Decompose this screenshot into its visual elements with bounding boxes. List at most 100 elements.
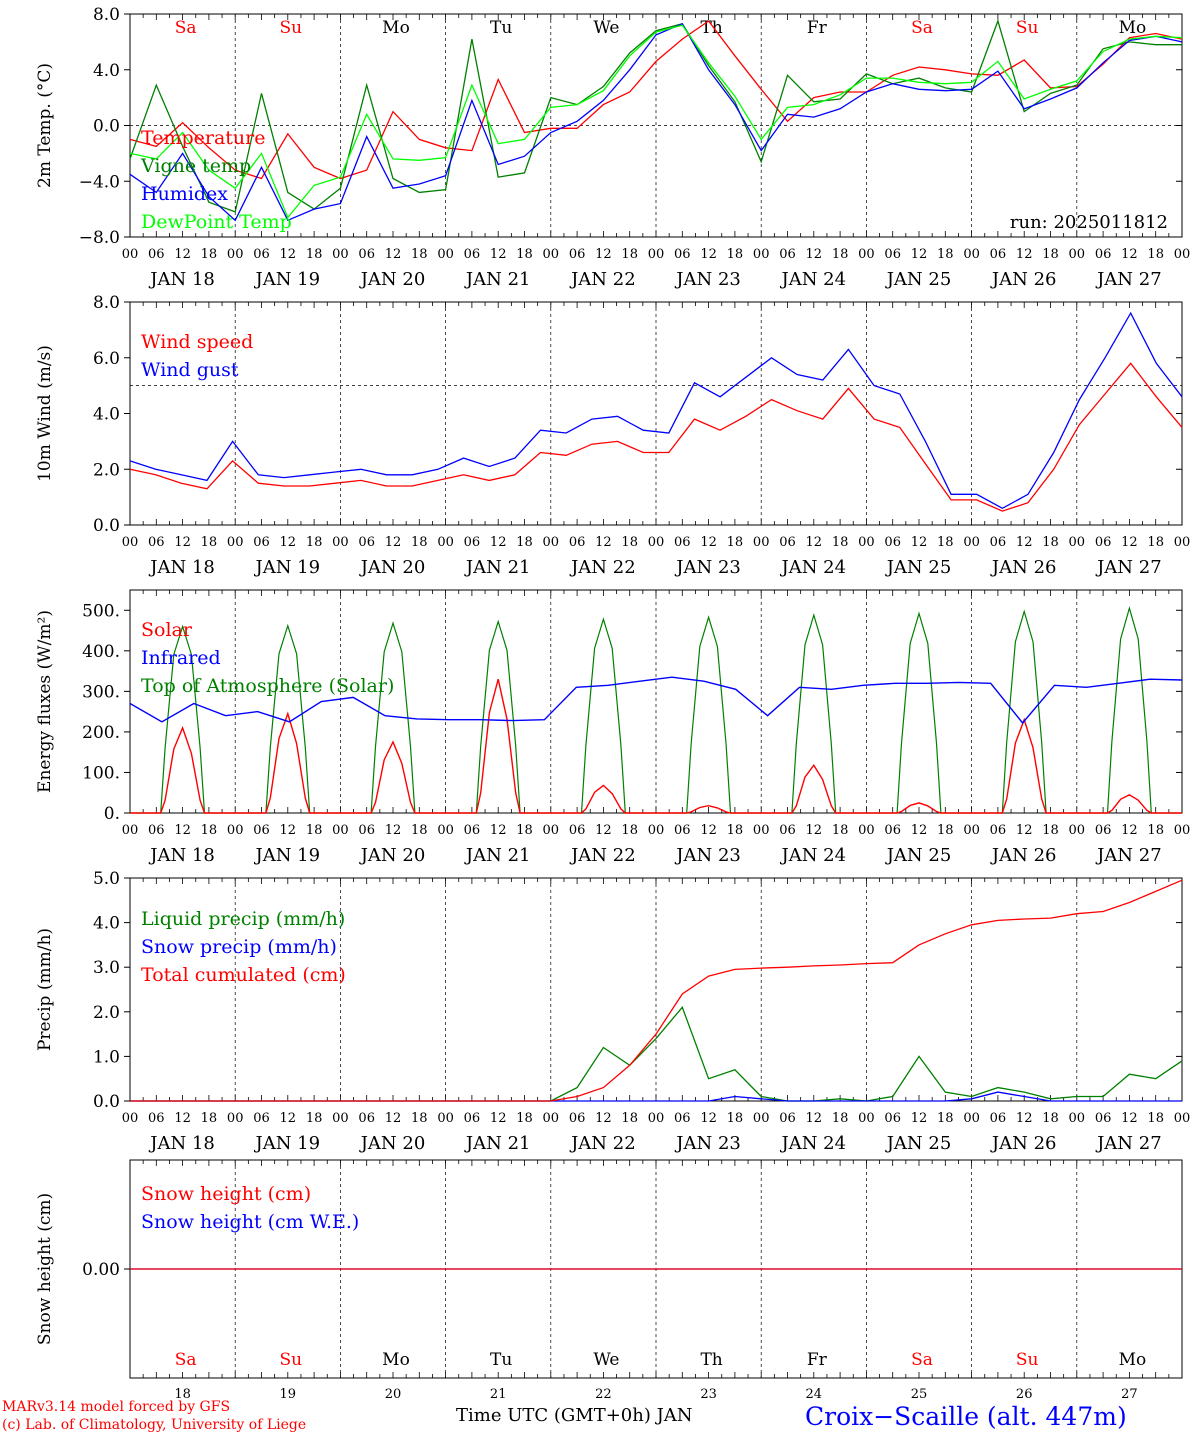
y-tick-label: 0.0	[93, 117, 120, 137]
series-line-wind-gust	[129, 311, 1183, 510]
y-axis-label: Precip (mm/h)	[35, 928, 55, 1051]
weekday-label: Sa	[175, 18, 197, 38]
y-tick-label: 200.	[82, 723, 120, 743]
x-date-label: JAN 26	[990, 1133, 1057, 1154]
x-hour-label: 12	[1121, 1111, 1138, 1126]
x-hour-label: 00	[1069, 823, 1086, 838]
x-hour-label: 12	[490, 1111, 507, 1126]
y-axis-label: 2m Temp. (°C)	[35, 63, 55, 188]
day-number-label: 20	[385, 1387, 402, 1402]
x-hour-label: 06	[674, 823, 691, 838]
x-hour-label: 06	[990, 247, 1007, 262]
x-date-label: JAN 24	[780, 845, 847, 866]
x-hour-label: 18	[727, 247, 744, 262]
x-hour-label: 12	[595, 535, 612, 550]
x-hour-label: 06	[674, 535, 691, 550]
x-hour-label: 12	[700, 535, 717, 550]
x-hour-label: 06	[253, 823, 270, 838]
x-hour-label: 06	[148, 823, 165, 838]
y-tick-label: 6.0	[93, 349, 120, 369]
x-hour-label: 06	[1095, 1111, 1112, 1126]
x-hour-label: 00	[963, 823, 980, 838]
y-tick-label: 1.0	[93, 1047, 120, 1067]
x-hour-label: 12	[806, 247, 823, 262]
y-tick-label: −8.0	[79, 228, 120, 248]
x-hour-label: 00	[543, 535, 560, 550]
y-tick-label: 0.0	[93, 1092, 120, 1112]
day-number-label: 19	[280, 1387, 297, 1402]
x-hour-label: 18	[411, 1111, 428, 1126]
legend-entry: Total cumulated (cm)	[141, 964, 346, 986]
x-hour-label: 18	[621, 247, 638, 262]
x-date-label: JAN 24	[780, 557, 847, 578]
series-line-wind-speed	[129, 362, 1183, 512]
legend-entry: Snow height (cm)	[141, 1183, 311, 1205]
y-tick-label: 100.	[82, 763, 120, 783]
x-hour-label: 12	[595, 1111, 612, 1126]
y-tick-label: 0.0	[93, 516, 120, 536]
y-tick-label: 8.0	[93, 293, 120, 313]
x-hour-label: 06	[464, 1111, 481, 1126]
panel-1-frame	[129, 301, 1183, 526]
x-hour-label: 00	[437, 1111, 454, 1126]
x-hour-label: 00	[122, 823, 139, 838]
x-hour-label: 00	[1174, 535, 1191, 550]
x-date-label: JAN 25	[885, 845, 952, 866]
x-hour-label: 18	[1042, 535, 1059, 550]
y-tick-label: 8.0	[93, 5, 120, 25]
x-hour-label: 12	[700, 1111, 717, 1126]
x-hour-label: 00	[963, 535, 980, 550]
x-date-label: JAN 24	[780, 1133, 847, 1154]
credit-line-2: (c) Lab. of Climatology, University of L…	[2, 1417, 307, 1433]
x-hour-label: 00	[543, 247, 560, 262]
weekday-label: Tu	[490, 18, 512, 38]
x-hour-label: 12	[490, 247, 507, 262]
x-date-label: JAN 22	[569, 269, 636, 290]
weekday-label: Fr	[807, 18, 828, 38]
x-hour-label: 06	[674, 247, 691, 262]
x-hour-label: 18	[832, 1111, 849, 1126]
x-hour-label: 06	[674, 1111, 691, 1126]
y-tick-label: 2.0	[93, 460, 120, 480]
x-hour-label: 06	[1095, 535, 1112, 550]
x-hour-label: 00	[648, 535, 665, 550]
x-hour-label: 18	[306, 823, 323, 838]
x-hour-label: 00	[648, 823, 665, 838]
station-name: Croix−Scaille (alt. 447m)	[805, 1402, 1127, 1431]
x-hour-label: 06	[148, 247, 165, 262]
x-hour-label: 12	[490, 535, 507, 550]
x-hour-label: 18	[937, 1111, 954, 1126]
x-date-label: JAN 23	[674, 1133, 741, 1154]
x-date-label: JAN 18	[148, 557, 215, 578]
x-date-label: JAN 22	[569, 557, 636, 578]
y-tick-label: 0.00	[82, 1260, 120, 1280]
x-hour-label: 00	[332, 823, 349, 838]
x-hour-label: 18	[306, 247, 323, 262]
x-hour-label: 12	[700, 247, 717, 262]
x-hour-label: 18	[411, 535, 428, 550]
x-hour-label: 18	[1147, 1111, 1164, 1126]
weekday-label: Sa	[175, 1350, 197, 1370]
y-tick-label: 300.	[82, 682, 120, 702]
x-hour-label: 00	[753, 1111, 770, 1126]
y-tick-label: 4.0	[93, 405, 120, 425]
weekday-label: We	[593, 1350, 619, 1370]
x-hour-label: 00	[227, 535, 244, 550]
series-line-solar	[130, 679, 1182, 814]
x-date-label: JAN 20	[359, 1133, 426, 1154]
x-hour-label: 18	[1147, 247, 1164, 262]
weekday-label: Su	[1016, 18, 1039, 38]
x-hour-label: 12	[490, 823, 507, 838]
x-hour-label: 12	[806, 535, 823, 550]
x-hour-label: 12	[911, 823, 928, 838]
x-hour-label: 12	[595, 247, 612, 262]
x-hour-label: 00	[753, 535, 770, 550]
weekday-label: Su	[279, 18, 302, 38]
x-hour-label: 00	[1174, 247, 1191, 262]
day-number-label: 21	[490, 1387, 507, 1402]
x-hour-label: 12	[1016, 247, 1033, 262]
x-hour-label: 12	[1121, 247, 1138, 262]
x-hour-label: 12	[1016, 823, 1033, 838]
x-hour-label: 12	[911, 1111, 928, 1126]
x-hour-label: 12	[911, 247, 928, 262]
